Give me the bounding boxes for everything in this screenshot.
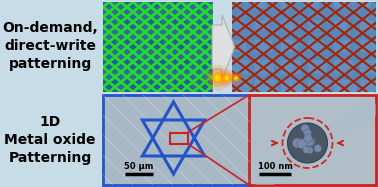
Bar — [334, 0, 345, 8]
Bar — [360, 20, 374, 30]
Bar — [125, 80, 143, 93]
Circle shape — [223, 74, 231, 82]
Bar — [199, 0, 208, 7]
Circle shape — [231, 73, 241, 83]
Circle shape — [307, 138, 315, 146]
Polygon shape — [212, 15, 235, 79]
Circle shape — [209, 69, 227, 87]
Bar — [199, 80, 217, 93]
Bar — [101, 20, 112, 28]
Bar — [101, 40, 115, 50]
Bar — [360, 60, 378, 74]
Bar — [308, 20, 321, 30]
Bar — [101, 80, 119, 93]
Text: 100 nm: 100 nm — [257, 162, 293, 171]
Bar — [150, 80, 168, 93]
Bar — [199, 20, 210, 28]
Bar — [255, 40, 272, 52]
Bar — [101, 60, 117, 71]
Circle shape — [205, 65, 231, 91]
Bar — [334, 40, 350, 52]
Bar — [174, 40, 188, 50]
Bar — [199, 40, 212, 50]
Circle shape — [304, 134, 312, 142]
Bar — [232, 2, 376, 92]
Text: 50 μm: 50 μm — [124, 162, 154, 171]
Circle shape — [234, 76, 237, 79]
Bar — [255, 60, 274, 74]
Bar — [255, 0, 266, 8]
Bar — [229, 0, 240, 8]
Circle shape — [215, 75, 221, 81]
Bar — [229, 60, 248, 74]
Bar — [360, 40, 376, 52]
Circle shape — [306, 146, 313, 154]
Bar — [150, 60, 166, 71]
Bar — [308, 0, 319, 8]
Circle shape — [306, 137, 314, 145]
Bar — [103, 2, 213, 92]
Circle shape — [304, 139, 312, 147]
Bar — [150, 40, 163, 50]
Text: On-demand,
direct-write
patterning: On-demand, direct-write patterning — [2, 21, 98, 71]
Bar — [174, 20, 186, 28]
Circle shape — [305, 138, 313, 146]
Bar — [150, 0, 159, 7]
Bar — [281, 20, 295, 30]
Circle shape — [218, 69, 236, 87]
Bar — [125, 60, 141, 71]
Bar — [229, 80, 251, 96]
Bar — [334, 80, 356, 96]
Bar — [150, 20, 161, 28]
Circle shape — [301, 124, 309, 133]
Circle shape — [293, 138, 302, 148]
Bar — [174, 80, 192, 93]
Bar — [281, 60, 301, 74]
Circle shape — [304, 140, 310, 147]
Bar — [255, 20, 269, 30]
Bar — [360, 80, 378, 96]
Bar — [255, 80, 277, 96]
Bar — [174, 0, 183, 7]
Circle shape — [233, 75, 239, 81]
Bar — [249, 95, 376, 185]
Bar — [281, 40, 298, 52]
Bar — [125, 20, 137, 28]
Bar — [308, 60, 327, 74]
Bar — [360, 0, 371, 8]
Bar — [281, 80, 304, 96]
Circle shape — [288, 123, 327, 163]
Bar — [308, 40, 324, 52]
Circle shape — [303, 140, 310, 146]
Bar — [103, 95, 250, 185]
Circle shape — [229, 71, 243, 85]
Bar — [334, 20, 347, 30]
Bar — [101, 0, 110, 7]
Bar — [229, 40, 245, 52]
Circle shape — [297, 139, 307, 149]
Circle shape — [314, 145, 322, 152]
Bar — [125, 40, 139, 50]
Circle shape — [212, 72, 224, 84]
Bar — [281, 0, 292, 8]
Bar — [199, 60, 215, 71]
Circle shape — [225, 76, 229, 80]
Bar — [174, 60, 190, 71]
Circle shape — [221, 72, 233, 84]
Bar — [229, 20, 243, 30]
Bar — [308, 80, 330, 96]
Bar — [334, 60, 353, 74]
Circle shape — [304, 129, 311, 137]
Bar — [125, 0, 135, 7]
Bar — [169, 133, 187, 143]
Circle shape — [303, 146, 310, 153]
Text: 1D
Metal oxide
Patterning: 1D Metal oxide Patterning — [4, 115, 96, 165]
